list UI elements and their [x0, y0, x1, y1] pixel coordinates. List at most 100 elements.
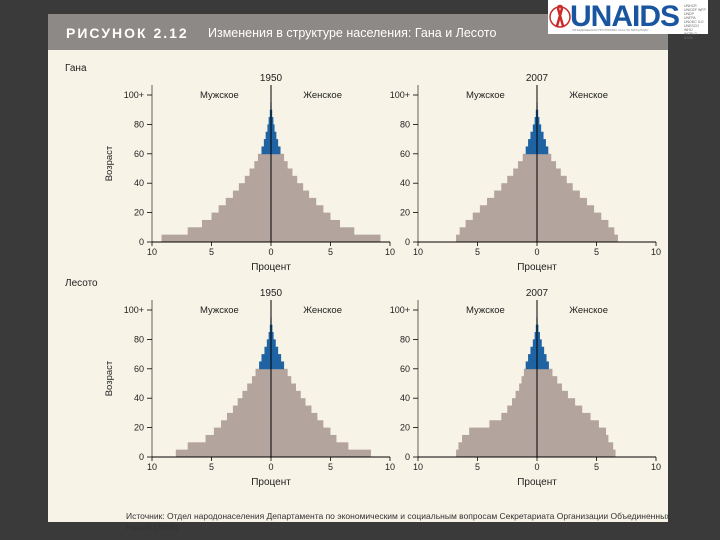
bar-female-35-39 [271, 398, 306, 406]
bar-female-75-79 [537, 124, 542, 133]
x-axis-label: Процент [517, 477, 557, 488]
panel-year-title: 2007 [526, 288, 549, 299]
bar-male-75-79 [532, 339, 537, 348]
y-tick-label: 40 [134, 178, 144, 188]
logo-cosponsors: UNHCR UNICEF WFP UNDP UNFPA UNODC ILO UN… [684, 4, 706, 40]
bar-male-75-79 [532, 124, 537, 133]
bar-female-65-69 [537, 139, 546, 147]
bar-male-60-64 [261, 146, 271, 155]
y-tick-label: 20 [400, 423, 410, 433]
bar-male-85-89 [269, 324, 271, 333]
bar-male-30-34 [232, 405, 271, 414]
bar-male-40-44 [515, 390, 537, 399]
bar-female-10-14 [271, 434, 337, 443]
bar-male-5-9 [459, 227, 537, 236]
bar-male-30-34 [507, 405, 537, 414]
y-tick-label: 100+ [390, 305, 410, 315]
bar-female-40-44 [271, 390, 301, 399]
row-label-lesotho: Лесото [65, 278, 98, 289]
bar-male-55-59 [522, 153, 537, 162]
y-tick-label: 100+ [390, 90, 410, 100]
bar-male-50-54 [517, 161, 537, 169]
bar-female-40-44 [537, 390, 568, 399]
y-tick-label: 60 [134, 364, 144, 374]
bar-male-70-74 [264, 346, 271, 355]
figure-label: РИСУНОК 2.12 [66, 25, 189, 41]
bar-female-20-24 [271, 205, 324, 213]
bar-male-85-89 [535, 324, 537, 333]
bar-male-25-29 [226, 412, 271, 421]
y-tick-label: 40 [400, 393, 410, 403]
bar-female-10-14 [537, 434, 609, 443]
bar-female-45-49 [271, 168, 293, 177]
bar-female-85-89 [537, 109, 539, 118]
bar-male-15-19 [469, 427, 537, 436]
bar-female-5-9 [271, 442, 349, 451]
bar-female-25-29 [271, 197, 317, 206]
bar-female-85-89 [271, 324, 273, 333]
bar-female-35-39 [537, 398, 576, 406]
bar-female-80-84 [271, 117, 274, 125]
bar-female-0-4 [537, 449, 616, 458]
y-tick-label: 100+ [124, 90, 144, 100]
bar-male-65-69 [261, 354, 271, 362]
y-tick-label: 100+ [124, 305, 144, 315]
y-tick-label: 80 [134, 334, 144, 344]
bar-male-60-64 [525, 361, 537, 370]
bar-male-0-4 [456, 234, 537, 243]
bar-female-10-14 [271, 219, 341, 228]
bar-female-25-29 [537, 412, 591, 421]
bar-female-35-39 [537, 183, 573, 191]
x-tick-label: 10 [385, 462, 395, 472]
bar-female-15-19 [537, 212, 602, 221]
bar-male-35-39 [512, 398, 537, 406]
bar-male-25-29 [501, 412, 537, 421]
male-label: Мужское [200, 305, 239, 316]
x-tick-label: 0 [534, 247, 539, 257]
x-tick-label: 5 [475, 462, 480, 472]
y-tick-label: 20 [134, 208, 144, 218]
bar-male-20-24 [221, 420, 271, 428]
bar-male-65-69 [528, 139, 537, 147]
bar-male-35-39 [237, 398, 271, 406]
bar-male-30-34 [494, 190, 537, 199]
x-tick-label: 0 [534, 462, 539, 472]
x-tick-label: 5 [475, 247, 480, 257]
logo-tagline: ОБЪЕДИНЕННАЯ ПРОГРАММА ООН ПО ВИЧ/СПИДУ [572, 28, 649, 32]
logo-wordmark: UNAIDS [570, 0, 680, 33]
bar-female-25-29 [271, 412, 318, 421]
source-note: Источник: Отдел народонаселения Департам… [126, 511, 671, 532]
bar-male-50-54 [254, 161, 271, 169]
bar-male-70-74 [265, 131, 271, 140]
bar-female-0-4 [271, 234, 381, 243]
x-tick-label: 10 [651, 462, 661, 472]
bar-female-15-19 [537, 427, 607, 436]
x-axis-label: Процент [251, 262, 291, 273]
bar-female-60-64 [537, 361, 549, 370]
bar-male-55-59 [255, 368, 271, 377]
row-label-ghana: Гана [65, 63, 87, 74]
bar-female-45-49 [271, 383, 296, 392]
y-tick-label: 0 [139, 452, 144, 462]
bar-male-65-69 [528, 354, 537, 362]
bar-male-45-49 [513, 168, 537, 177]
bar-male-10-14 [201, 219, 271, 228]
bar-female-20-24 [271, 420, 324, 428]
bar-female-20-24 [537, 420, 599, 428]
bar-female-40-44 [537, 175, 567, 184]
bar-female-70-74 [537, 346, 545, 355]
bar-female-70-74 [271, 346, 279, 355]
bar-female-50-54 [537, 161, 557, 169]
bar-female-40-44 [271, 175, 298, 184]
bar-male-40-44 [507, 175, 537, 184]
bar-male-15-19 [213, 427, 271, 436]
bar-female-75-79 [537, 339, 542, 348]
y-tick-label: 60 [400, 364, 410, 374]
panel-year-title: 1950 [260, 73, 283, 84]
bar-male-60-64 [525, 146, 537, 155]
bar-male-35-39 [238, 183, 271, 191]
bar-female-45-49 [537, 168, 561, 177]
bar-male-70-74 [530, 346, 537, 355]
x-tick-label: 5 [328, 462, 333, 472]
y-tick-label: 80 [134, 119, 144, 129]
